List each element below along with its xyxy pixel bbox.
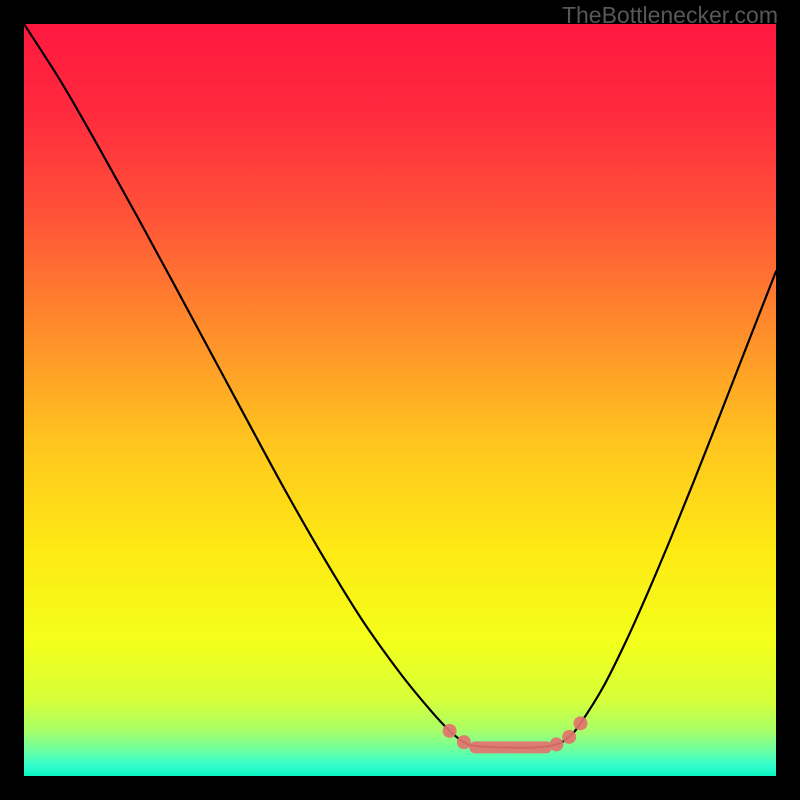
highlight-flat-segment bbox=[469, 741, 552, 753]
highlight-dot bbox=[562, 730, 576, 744]
highlight-dot bbox=[549, 737, 563, 751]
highlight-dot bbox=[443, 724, 457, 738]
highlight-dot bbox=[457, 735, 471, 749]
highlight-dot bbox=[573, 716, 587, 730]
chart-svg bbox=[24, 24, 776, 776]
chart-background bbox=[24, 24, 776, 776]
chart-plot-area bbox=[24, 24, 776, 776]
watermark-text: TheBottlenecker.com bbox=[562, 2, 778, 29]
